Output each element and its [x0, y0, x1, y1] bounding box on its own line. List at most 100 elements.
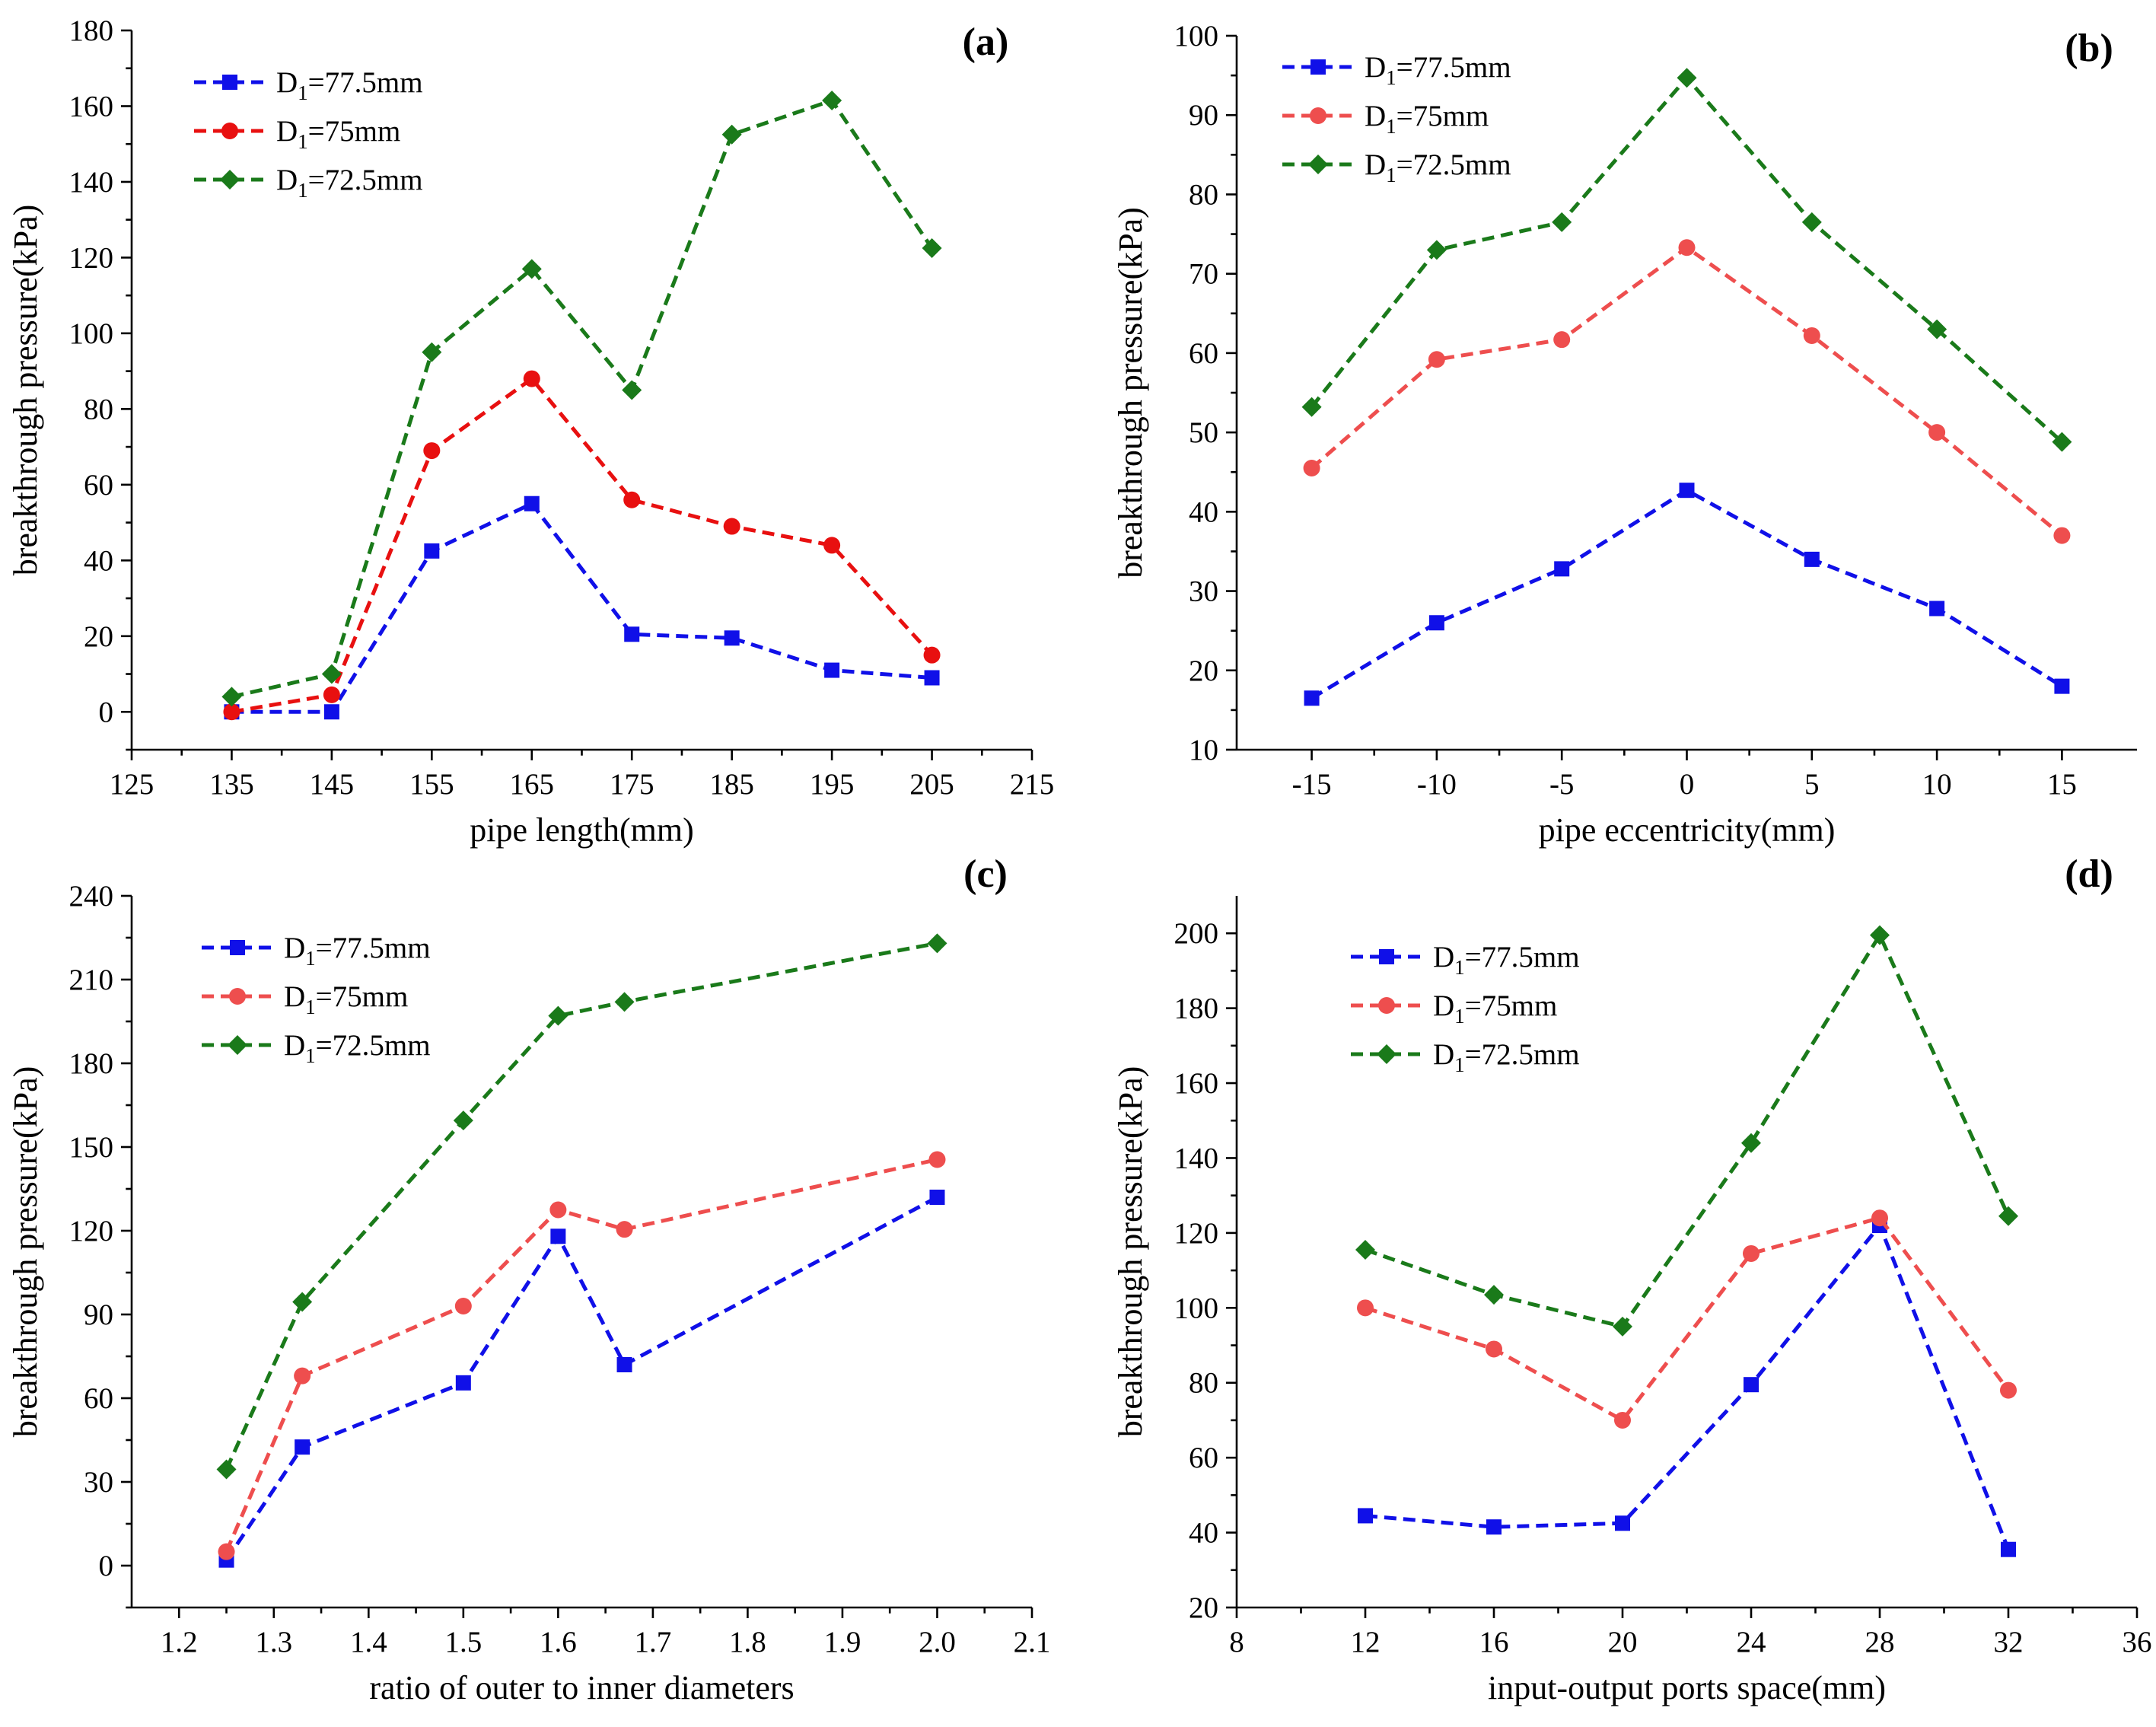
series-square — [224, 495, 940, 720]
x-tick-label: 1.5 — [444, 1626, 482, 1658]
legend-marker — [1377, 1044, 1396, 1064]
data-point — [1801, 212, 1822, 232]
data-point — [294, 1367, 311, 1384]
data-point — [1804, 551, 1820, 567]
legend-label: D1=77.5mm — [276, 66, 423, 104]
y-tick-label: 60 — [84, 469, 113, 502]
data-point — [550, 1228, 566, 1244]
data-point — [2001, 1541, 2016, 1557]
x-tick-label: 2.1 — [1014, 1626, 1051, 1658]
series-circle — [1357, 1209, 2017, 1429]
data-point — [624, 626, 640, 642]
y-tick-label: 180 — [69, 14, 114, 47]
data-point — [1358, 1508, 1373, 1524]
x-tick-label: 20 — [1608, 1626, 1638, 1658]
x-tick-label: 32 — [1994, 1626, 2024, 1658]
data-point — [2054, 678, 2070, 694]
series-square — [218, 1190, 945, 1568]
data-point — [524, 495, 540, 511]
y-tick-label: 180 — [1174, 993, 1219, 1025]
x-tick-label: 10 — [1922, 768, 1952, 801]
data-point — [1803, 327, 1820, 344]
x-tick-label: 12 — [1351, 1626, 1381, 1658]
data-point — [323, 686, 340, 703]
panel-d: 8 12 16 20 24 28 32 36 20 40 60 80 100 120 140 160 180 20… — [1112, 852, 2152, 1706]
data-point — [1677, 68, 1697, 88]
data-point — [321, 664, 342, 684]
series-circle — [223, 370, 941, 721]
series-diamond — [216, 933, 947, 1480]
data-point — [1428, 351, 1445, 368]
data-point — [623, 491, 641, 508]
data-point — [724, 630, 740, 646]
y-axis-title: breakthrough pressure(kPa) — [1112, 207, 1149, 578]
data-point — [824, 662, 840, 678]
y-axis-title: breakthrough pressure(kPa) — [7, 205, 44, 576]
series-line — [1310, 488, 2063, 700]
data-point — [1355, 1240, 1375, 1260]
legend-entry: D1=75mm — [1351, 989, 1557, 1028]
series-diamond — [221, 91, 942, 707]
series-square — [1358, 1218, 2016, 1557]
legend-label: D1=77.5mm — [1365, 51, 1511, 89]
legend-entry: D1=77.5mm — [194, 66, 423, 104]
data-point — [1679, 483, 1695, 499]
y-tick-label: 70 — [1189, 258, 1218, 291]
legend-entry: D1=72.5mm — [1282, 148, 1511, 186]
x-tick-label: 1.9 — [824, 1626, 861, 1658]
data-point — [922, 237, 942, 258]
y-tick-label: 80 — [84, 393, 113, 425]
data-point — [1743, 1244, 1760, 1262]
x-tick-label: 24 — [1737, 1626, 1766, 1658]
x-tick-label: 28 — [1865, 1626, 1895, 1658]
legend-label: D1=77.5mm — [1433, 941, 1580, 979]
y-tick-label: 120 — [1174, 1217, 1219, 1250]
series-line — [231, 501, 932, 714]
y-tick-label: 160 — [1174, 1067, 1219, 1100]
data-point — [622, 380, 642, 400]
y-tick-label: 0 — [99, 1550, 114, 1582]
data-point — [823, 537, 841, 554]
data-point — [2052, 432, 2072, 452]
legend-label: D1=75mm — [1433, 989, 1557, 1028]
legend-entry: D1=77.5mm — [1351, 941, 1580, 979]
data-point — [2053, 527, 2071, 544]
legend-entry: D1=72.5mm — [202, 1029, 431, 1067]
legend-entry: D1=75mm — [1282, 100, 1489, 138]
legend-label: D1=75mm — [284, 980, 408, 1018]
legend-marker — [1310, 107, 1326, 124]
data-point — [221, 687, 242, 707]
y-tick-label: 20 — [1189, 655, 1218, 687]
legend-marker — [220, 170, 240, 190]
series-circle — [218, 1151, 946, 1560]
y-tick-label: 180 — [69, 1047, 114, 1080]
y-tick-label: 10 — [1189, 734, 1218, 766]
data-point — [424, 543, 440, 559]
y-tick-label: 50 — [1189, 416, 1218, 449]
x-tick-label: 16 — [1479, 1626, 1509, 1658]
data-point — [1486, 1519, 1502, 1535]
data-point — [1554, 561, 1570, 577]
x-tick-label: 145 — [310, 768, 355, 801]
data-point — [923, 646, 941, 664]
series-line — [1365, 931, 2011, 1329]
data-point — [295, 1439, 311, 1455]
y-tick-label: 90 — [1189, 99, 1218, 132]
series-line — [231, 98, 934, 699]
x-tick-label: 15 — [2047, 768, 2077, 801]
data-point — [927, 933, 947, 954]
panel-b: -15 -10 -5 0 5 10 15 10 20 30 40 50 60 70 80 90 100 pipe … — [1112, 20, 2137, 849]
x-tick-label: 205 — [909, 768, 954, 801]
x-tick-label: 185 — [709, 768, 754, 801]
data-point — [723, 518, 740, 535]
x-tick-label: 175 — [610, 768, 654, 801]
series-line — [1365, 1216, 2011, 1423]
y-tick-label: 30 — [1189, 575, 1218, 608]
series-line — [225, 1195, 938, 1562]
y-tick-label: 120 — [69, 1215, 114, 1247]
data-point — [2000, 1381, 2017, 1399]
series-diamond — [1355, 925, 2018, 1337]
data-point — [422, 342, 442, 362]
data-point — [1301, 397, 1322, 417]
panel-label: (c) — [963, 852, 1008, 896]
